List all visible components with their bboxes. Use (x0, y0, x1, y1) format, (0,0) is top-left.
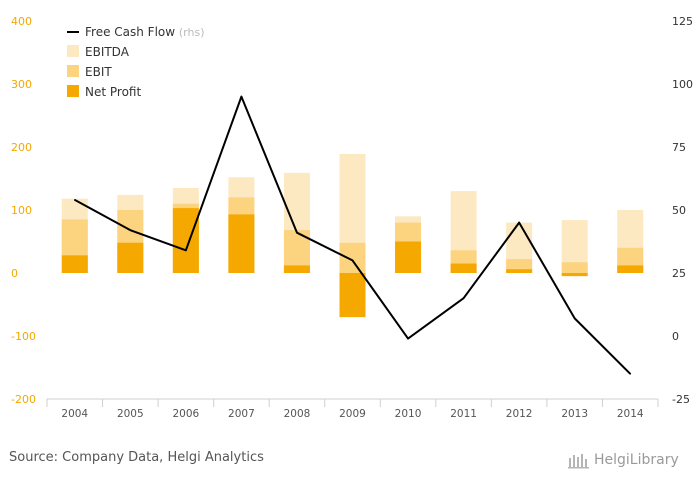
free-cash-flow-point (573, 317, 576, 320)
net-profit-bar (395, 241, 422, 273)
brand-name: HelgiLibrary (594, 452, 679, 468)
x-tick-label: 2010 (395, 408, 422, 420)
y-right-tick-label: 75 (672, 141, 686, 154)
net-profit-bar (61, 255, 88, 273)
free-cash-flow-point (351, 259, 354, 262)
free-cash-flow-point (73, 199, 76, 201)
net-profit-bar (339, 273, 366, 318)
net-profit-bar (228, 214, 255, 273)
y-right-tick-label: 0 (672, 330, 679, 343)
legend-label-net-profit: Net Profit (85, 85, 141, 99)
free-cash-flow-line (73, 95, 632, 375)
x-tick-label: 2006 (172, 408, 199, 420)
x-tick-label: 2014 (617, 408, 644, 420)
y-right-tick-label: 25 (672, 267, 686, 280)
y-left-tick-label: -100 (11, 330, 36, 343)
y-left-tick-label: 200 (11, 141, 32, 154)
free-cash-flow-point (240, 95, 243, 98)
free-cash-flow-point (629, 373, 632, 375)
y-left-tick-label: -200 (11, 393, 36, 406)
x-tick-label: 2012 (506, 408, 533, 420)
y-right-tick-label: 100 (672, 78, 693, 91)
x-tick-label: 2005 (117, 408, 144, 420)
free-cash-flow-point (129, 229, 132, 231)
x-tick-label: 2011 (450, 408, 477, 420)
legend-label-note: (rhs) (179, 26, 205, 39)
y-left-tick-label: 0 (11, 267, 18, 280)
net-profit-bar (450, 263, 477, 273)
ebit-bar (339, 242, 366, 273)
legend-label-ebitda: EBITDA (85, 45, 130, 59)
y-right-tick-label: 50 (672, 204, 686, 217)
y-left-tick-label: 300 (11, 78, 32, 91)
x-tick-label: 2004 (61, 408, 88, 420)
legend-swatch-ebit (67, 65, 79, 77)
x-tick-label: 2007 (228, 408, 255, 420)
y-left-tick-label: 400 (11, 15, 32, 28)
free-cash-flow-point (407, 337, 409, 340)
x-tick-label: 2009 (339, 408, 366, 420)
legend-swatch-net-profit (67, 85, 79, 97)
free-cash-flow-point (518, 221, 520, 224)
net-profit-bar (283, 265, 310, 273)
y-right-tick-label: 125 (672, 15, 693, 28)
net-profit-bar (117, 242, 144, 273)
legend: Free Cash Flow (rhs) EBITDA EBIT Net Profit (67, 25, 205, 99)
net-profit-bar (617, 265, 644, 273)
y-left-tick-label: 100 (11, 204, 32, 217)
library-icon (568, 454, 589, 469)
free-cash-flow-point (296, 231, 298, 234)
legend-swatch-ebitda (67, 45, 79, 57)
net-profit-bar (506, 269, 533, 273)
free-cash-flow-point (462, 297, 465, 300)
source-note: Source: Company Data, Helgi Analytics (9, 450, 264, 465)
chart: -200 -100 0 100 200 300 400 -25 0 25 50 75 100 125 200… (11, 15, 693, 420)
net-profit-bar (561, 273, 588, 277)
x-tick-label: 2013 (561, 408, 588, 420)
legend-label-free-cash-flow: Free Cash Flow (rhs) (85, 25, 205, 39)
legend-label-ebit: EBIT (85, 65, 112, 79)
y-right-tick-label: -25 (672, 393, 690, 406)
net-profit-bar (172, 208, 199, 273)
x-tick-label: 2008 (284, 408, 311, 420)
brand-logo: HelgiLibrary (568, 450, 679, 470)
ebit-bar (561, 262, 588, 273)
free-cash-flow-point (185, 249, 187, 252)
axes: -200 -100 0 100 200 300 400 -25 0 25 50 75 100 125 200… (11, 15, 693, 420)
bars (61, 153, 644, 318)
